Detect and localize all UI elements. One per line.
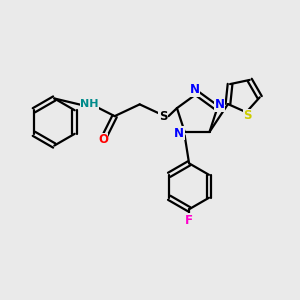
Text: N: N xyxy=(174,127,184,140)
Text: N: N xyxy=(214,98,225,111)
Text: N: N xyxy=(190,83,200,96)
Text: S: S xyxy=(159,110,167,123)
Text: F: F xyxy=(185,214,193,227)
Text: NH: NH xyxy=(80,99,99,110)
Text: S: S xyxy=(244,109,252,122)
Text: O: O xyxy=(98,133,108,146)
